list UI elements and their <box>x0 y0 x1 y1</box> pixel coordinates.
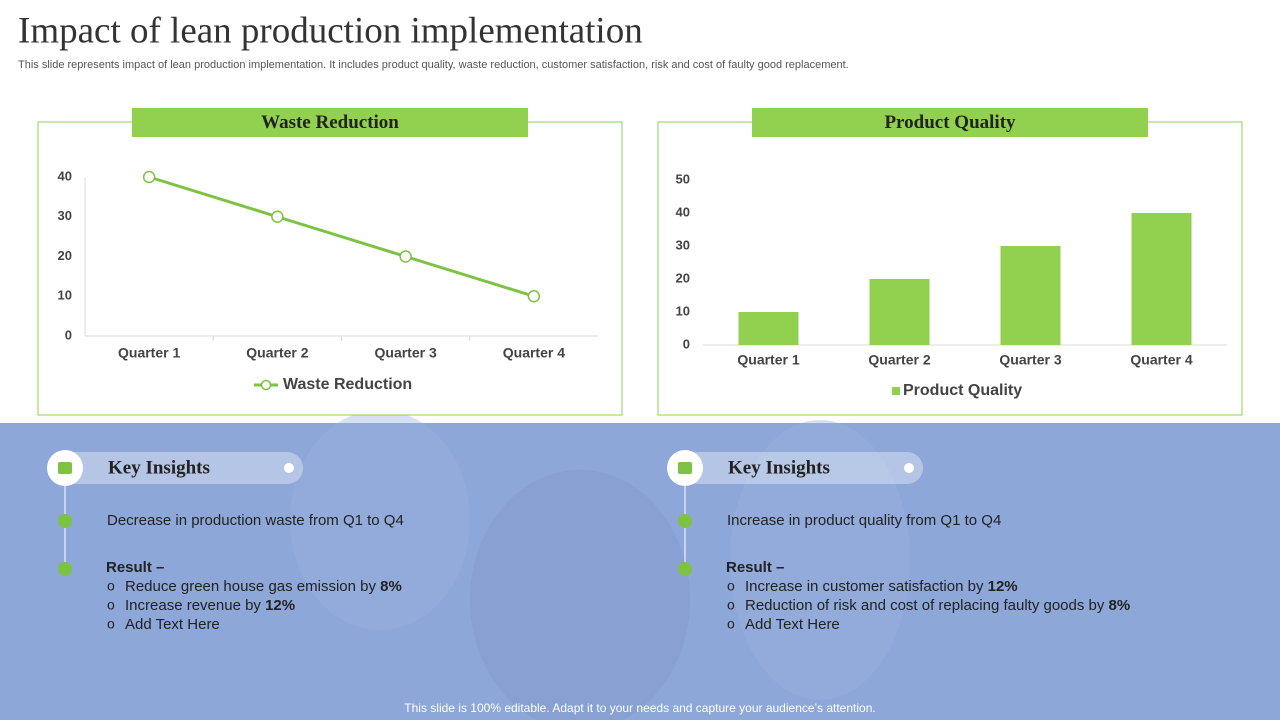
legend-label: Product Quality <box>903 382 1022 399</box>
chart-header <box>752 108 1148 137</box>
x-tick-label: Quarter 4 <box>1130 352 1192 368</box>
timeline-dot <box>678 562 692 576</box>
timeline-dot <box>58 562 72 576</box>
bullet: o <box>727 578 735 594</box>
result-item-figure: 8% <box>1109 597 1131 614</box>
x-tick-label: Quarter 2 <box>246 345 308 361</box>
slide-subtitle: This slide represents impact of lean pro… <box>18 59 849 71</box>
insight-heading: Key Insights <box>728 457 830 478</box>
insight-point: Decrease in production waste from Q1 to … <box>107 512 404 529</box>
chart-title: Product Quality <box>884 112 1016 133</box>
x-tick-label: Quarter 1 <box>737 352 799 368</box>
x-tick-label: Quarter 1 <box>118 345 180 361</box>
y-tick-label: 50 <box>676 171 690 186</box>
y-tick-label: 0 <box>65 327 72 342</box>
insight-heading: Key Insights <box>108 457 210 478</box>
insight-icon <box>678 462 692 474</box>
chart-title: Waste Reduction <box>261 112 399 133</box>
y-tick-label: 30 <box>676 237 690 252</box>
bar <box>1000 246 1061 345</box>
pill-dot <box>904 463 914 473</box>
pill-dot <box>284 463 294 473</box>
result-item-text: Add Text Here <box>125 616 220 633</box>
x-tick-label: Quarter 4 <box>503 345 565 361</box>
result-item-figure: 8% <box>380 578 402 595</box>
data-line <box>148 175 535 298</box>
data-point <box>271 210 284 223</box>
result-label: Result – <box>106 559 164 576</box>
insight-pill <box>668 452 923 484</box>
y-tick-label: 0 <box>683 336 690 351</box>
insight-pill <box>48 452 303 484</box>
background-figure <box>290 410 470 630</box>
result-item-text: Add Text Here <box>745 616 840 633</box>
bullet: o <box>107 578 115 594</box>
bullet: o <box>727 616 735 632</box>
result-item-text: Reduction of risk and cost of replacing … <box>745 597 1105 614</box>
background-figure <box>470 470 690 720</box>
footer: This slide is 100% editable. Adapt it to… <box>404 701 875 715</box>
y-tick-label: 20 <box>676 270 690 285</box>
result-item: Reduction of risk and cost of replacing … <box>745 597 1130 614</box>
result-item-figure: 12% <box>988 578 1018 595</box>
result-item: Add Text Here <box>125 616 220 633</box>
y-tick-label: 40 <box>676 204 690 219</box>
timeline-dot <box>678 514 692 528</box>
data-point <box>527 290 541 303</box>
y-tick-label: 10 <box>58 288 72 303</box>
insight-point: Increase in product quality from Q1 to Q… <box>727 512 1001 529</box>
data-point <box>399 250 412 263</box>
slide-title: Impact of lean production implementation <box>18 10 643 51</box>
legend-marker <box>260 379 272 391</box>
x-tick-label: Quarter 3 <box>375 345 437 361</box>
bullet: o <box>107 597 115 613</box>
legend-swatch <box>892 387 900 395</box>
result-label: Result – <box>726 559 784 576</box>
result-item-text: Increase revenue by <box>125 597 261 614</box>
bar <box>738 312 799 345</box>
insight-icon <box>58 462 72 474</box>
timeline-dot <box>58 514 72 528</box>
result-item-text: Increase in customer satisfaction by <box>745 578 984 595</box>
result-item-figure: 12% <box>265 597 295 614</box>
chart-header <box>132 108 528 137</box>
data-point <box>142 170 156 184</box>
bullet: o <box>727 597 735 613</box>
y-tick-label: 20 <box>58 248 72 263</box>
bar <box>1131 213 1192 345</box>
x-tick-label: Quarter 3 <box>999 352 1061 368</box>
chart-frame <box>37 121 623 416</box>
result-item: Increase revenue by 12% <box>125 597 295 614</box>
background-figure <box>730 420 910 700</box>
bullet: o <box>107 616 115 632</box>
x-tick-label: Quarter 2 <box>868 352 930 368</box>
result-item: Add Text Here <box>745 616 840 633</box>
legend-label: Waste Reduction <box>283 376 412 393</box>
y-tick-label: 40 <box>58 168 72 183</box>
y-tick-label: 30 <box>58 208 72 223</box>
result-item-text: Reduce green house gas emission by <box>125 578 376 595</box>
result-item: Increase in customer satisfaction by 12% <box>745 578 1018 595</box>
result-item: Reduce green house gas emission by 8% <box>125 578 402 595</box>
y-tick-label: 10 <box>676 303 690 318</box>
bar <box>869 279 930 345</box>
